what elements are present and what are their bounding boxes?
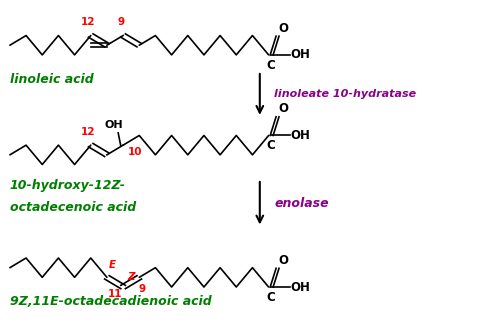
Text: Z: Z [128, 272, 135, 282]
Text: 9Z,11E-octadecadienoic acid: 9Z,11E-octadecadienoic acid [10, 295, 211, 308]
Text: 11: 11 [108, 289, 122, 299]
Text: octadecenoic acid: octadecenoic acid [10, 201, 136, 214]
Text: OH: OH [290, 129, 310, 142]
Text: O: O [278, 22, 288, 35]
Text: O: O [278, 102, 288, 115]
Text: C: C [266, 59, 276, 72]
Text: C: C [266, 291, 276, 304]
Text: 12: 12 [81, 17, 96, 28]
Text: 9: 9 [117, 17, 124, 28]
Text: linoleic acid: linoleic acid [10, 73, 94, 86]
Text: 10: 10 [128, 147, 142, 157]
Text: OH: OH [290, 48, 310, 62]
Text: linoleate 10-hydratase: linoleate 10-hydratase [274, 89, 416, 99]
Text: enolase: enolase [274, 197, 329, 210]
Text: OH: OH [105, 120, 124, 130]
Text: C: C [266, 139, 276, 152]
Text: 9: 9 [138, 285, 145, 294]
Text: E: E [109, 260, 116, 270]
Text: OH: OH [290, 281, 310, 293]
Text: O: O [278, 254, 288, 267]
Text: 10-hydroxy-12Z-: 10-hydroxy-12Z- [10, 179, 126, 192]
Text: 12: 12 [81, 127, 96, 137]
